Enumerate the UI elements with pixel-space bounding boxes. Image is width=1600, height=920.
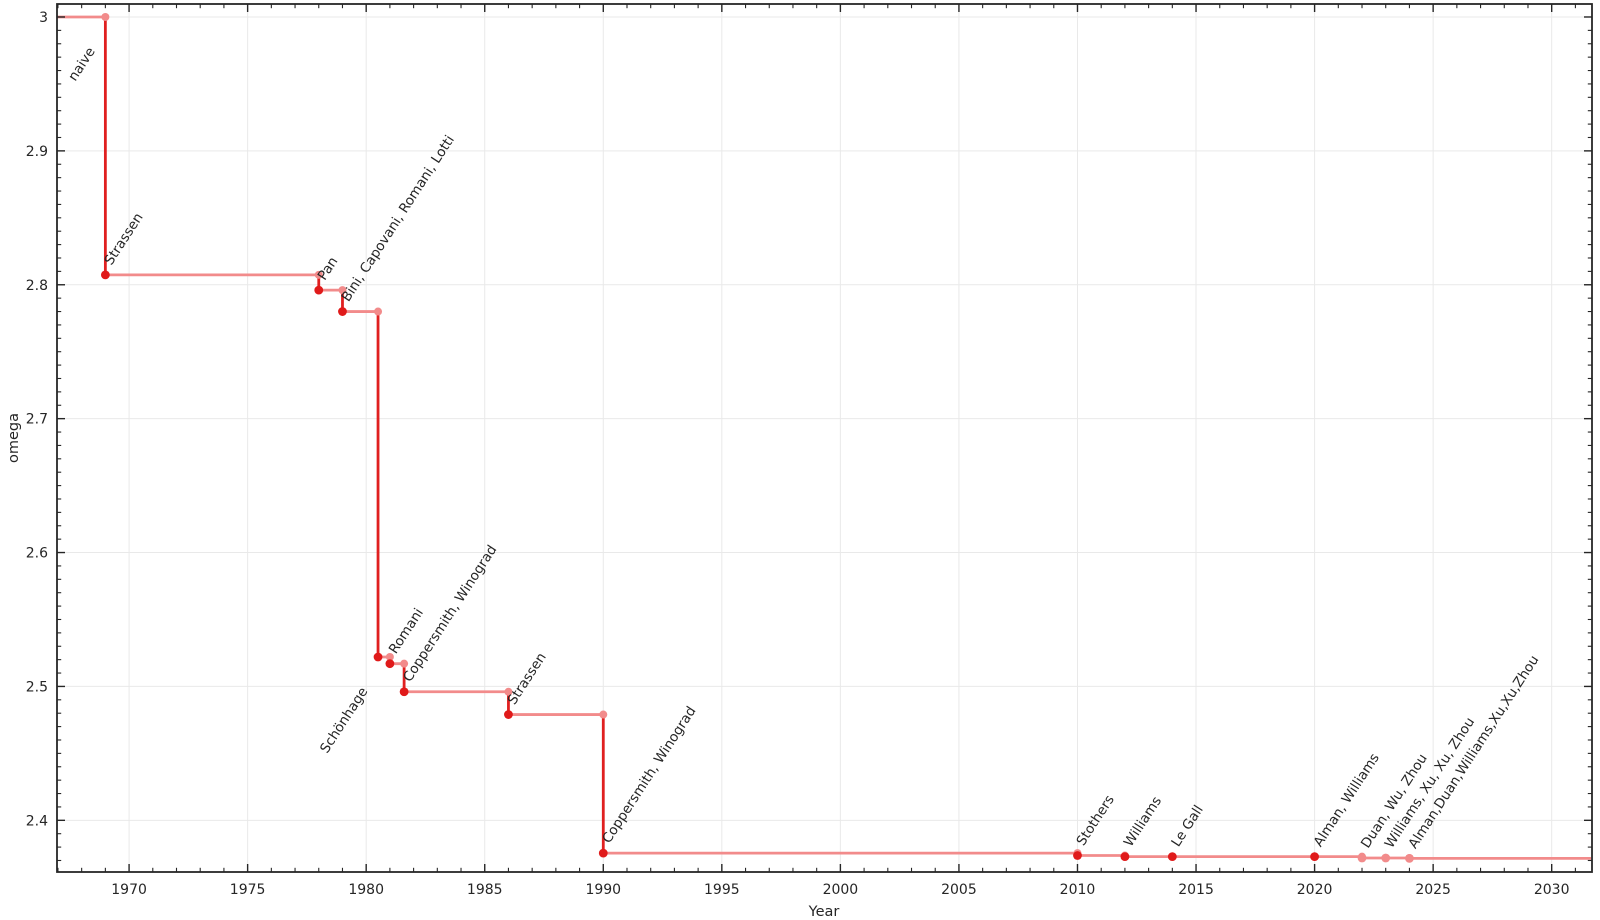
data-point-marker [338, 307, 347, 316]
x-tick-label: 2020 [1297, 882, 1333, 898]
point-label: Strassen [504, 650, 549, 708]
x-axis-title: Year [808, 904, 840, 920]
point-label: Le Gall [1168, 802, 1207, 849]
point-label: Coppersmith, Winograd [599, 704, 699, 847]
x-tick-label: 1990 [585, 882, 621, 898]
data-point-marker [1357, 853, 1367, 863]
y-axis-title: omega [6, 413, 22, 463]
x-tick-label: 2030 [1534, 882, 1570, 898]
point-label: Bini, Capovani, Romani, Lotti [338, 133, 458, 305]
data-point-marker [1310, 852, 1319, 862]
x-tick-label: 2010 [1060, 882, 1096, 898]
data-point-marker [504, 710, 513, 719]
data-point-marker [385, 659, 395, 669]
corner-marker [504, 687, 513, 696]
corner-marker [374, 307, 383, 316]
y-tick-label: 2.6 [26, 546, 48, 562]
axis-layer [56, 3, 1593, 873]
x-tick-label: 1995 [704, 882, 740, 898]
point-label: Alman,Duan,Williams,Xu,Xu,Zhou [1405, 653, 1542, 852]
corner-marker [599, 710, 608, 719]
corner-marker [314, 270, 323, 279]
corner-marker [338, 286, 347, 295]
x-tick-label: 1975 [230, 882, 266, 898]
x-tick-label: 2000 [823, 882, 859, 898]
data-point-marker [598, 848, 608, 858]
x-tick-label: 1980 [348, 882, 384, 898]
data-point-marker [373, 652, 383, 662]
point-label: Schönhage [317, 684, 371, 756]
initial-label: naive [65, 44, 99, 84]
y-tick-label: 2.5 [26, 679, 48, 695]
x-tick-label: 2015 [1178, 882, 1214, 898]
x-tick-label: 1970 [111, 882, 147, 898]
point-label: Strassen [101, 210, 146, 268]
data-point-marker [1167, 852, 1177, 862]
y-tick-label: 2.4 [26, 813, 48, 829]
x-tick-label: 2025 [1415, 882, 1451, 898]
data-point-marker [314, 285, 324, 295]
data-point-marker [1120, 852, 1130, 862]
data-point-marker [1381, 853, 1391, 863]
y-tick-label: 3 [39, 10, 48, 26]
x-tick-label: 1985 [467, 882, 503, 898]
corner-marker [385, 652, 394, 661]
y-tick-label: 2.7 [26, 412, 48, 428]
data-point-marker [1405, 854, 1414, 863]
point-label: Williams [1121, 794, 1165, 850]
y-tick-label: 2.9 [26, 144, 48, 160]
data-point-marker [100, 270, 110, 280]
corner-marker [101, 12, 110, 21]
y-tick-label: 2.8 [26, 278, 48, 294]
x-tick-label: 2005 [941, 882, 977, 898]
plot-border [56, 3, 1593, 873]
data-point-marker [399, 687, 409, 697]
data-point-marker [1073, 851, 1082, 860]
data-layer [56, 12, 1591, 863]
grid-layer [57, 4, 1592, 872]
corner-marker [400, 659, 409, 668]
label-layer: 1970 1975 1980 1985 1990 1995 2000 2005 2010 2015… [26, 10, 1570, 898]
